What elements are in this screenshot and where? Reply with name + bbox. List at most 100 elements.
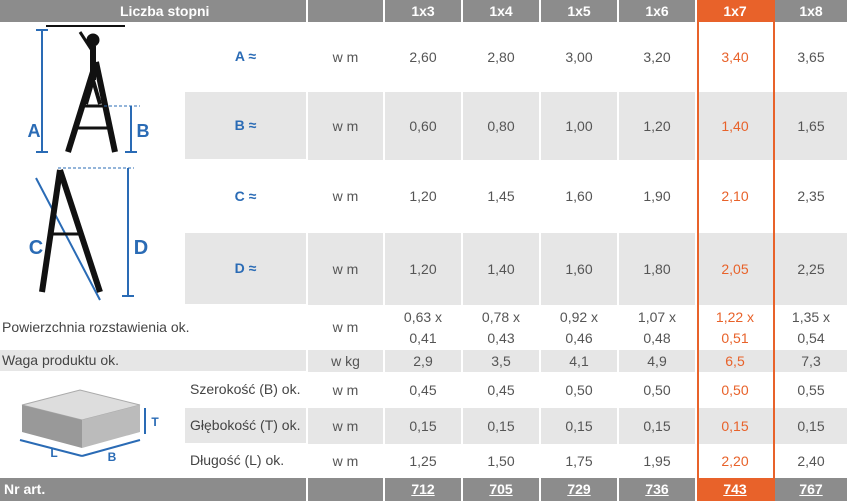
value-cell: 0,15 [463, 408, 541, 444]
row-label: Waga produktu ok. [0, 350, 308, 372]
row-label: B ≈ [185, 92, 308, 160]
figure-label: B [108, 450, 117, 464]
value-cell: 3,5 [463, 350, 541, 372]
value-cell: 0,50 [619, 372, 697, 408]
value-cell: 0,45 [385, 372, 463, 408]
value-cell: 0,15 [541, 408, 619, 444]
value-cell: 3,20 [619, 22, 697, 92]
value-cell: 0,15 [697, 408, 775, 444]
value-line: 0,54 [797, 329, 825, 346]
figure-label: C [29, 237, 43, 259]
value-cell: 0,55 [775, 372, 849, 408]
row-unit: w m [308, 160, 385, 233]
value-cell: 1,20 [385, 233, 463, 305]
row-unit: w kg [308, 350, 385, 372]
value-cell: 0,15 [619, 408, 697, 444]
value-line: 0,92 x [559, 308, 599, 325]
value-cell: 1,22 x 0,51 [697, 305, 775, 350]
value-cell: 3,40 [697, 22, 775, 92]
value-cell: 6,5 [697, 350, 775, 372]
value-cell: 1,40 [463, 233, 541, 305]
value-cell: 4,9 [619, 350, 697, 372]
value-cell: 1,65 [775, 92, 849, 160]
value-cell: 2,10 [697, 160, 775, 233]
row-label: C ≈ [185, 160, 308, 233]
value-cell: 0,92 x 0,46 [541, 305, 619, 350]
ladder-top [36, 25, 140, 153]
header-title: Liczba stopni [0, 0, 308, 22]
footer-value: 705 [463, 478, 541, 501]
value-cell: 2,60 [385, 22, 463, 92]
value-line: 0,43 [487, 329, 515, 346]
value-cell: 2,80 [463, 22, 541, 92]
value-cell: 1,90 [619, 160, 697, 233]
value-cell: 3,65 [775, 22, 849, 92]
row-label: Głębokość (T) ok. [185, 408, 308, 444]
value-line: 0,78 x [481, 308, 521, 325]
ladder-bottom [35, 167, 134, 301]
value-cell: 0,45 [463, 372, 541, 408]
footer-value: 729 [541, 478, 619, 501]
value-cell: 0,15 [775, 408, 849, 444]
box [19, 389, 146, 457]
figure-label: B [137, 121, 150, 141]
value-line: 1,22 x [715, 308, 755, 325]
value-cell: 4,1 [541, 350, 619, 372]
value-cell: 1,75 [541, 444, 619, 478]
value-cell: 2,35 [775, 160, 849, 233]
value-cell: 0,50 [697, 372, 775, 408]
value-line: 0,51 [721, 329, 749, 346]
row-unit: w m [308, 372, 385, 408]
value-cell: 1,80 [619, 233, 697, 305]
value-line: 1,35 x [791, 308, 831, 325]
value-cell: 2,9 [385, 350, 463, 372]
figure-label: T [151, 415, 159, 429]
value-cell: 1,40 [697, 92, 775, 160]
value-cell: 1,60 [541, 160, 619, 233]
row-label: D ≈ [185, 233, 308, 305]
value-cell: 1,95 [619, 444, 697, 478]
header-column: 1x3 [385, 0, 463, 22]
row-label: Szerokość (B) ok. [185, 372, 308, 408]
row-label: Długość (L) ok. [185, 444, 308, 478]
footer-cell [308, 478, 385, 501]
value-cell: 1,07 x 0,48 [619, 305, 697, 350]
row-label: A ≈ [185, 22, 308, 92]
value-cell: 0,78 x 0,43 [463, 305, 541, 350]
row-unit: w m [308, 233, 385, 305]
row-unit: w m [308, 92, 385, 160]
value-cell: 1,45 [463, 160, 541, 233]
value-cell: 0,80 [463, 92, 541, 160]
value-cell: 0,60 [385, 92, 463, 160]
value-cell: 2,05 [697, 233, 775, 305]
value-cell: 1,00 [541, 92, 619, 160]
value-line: 0,63 x [403, 308, 443, 325]
value-cell: 3,00 [541, 22, 619, 92]
row-unit: w m [308, 305, 385, 350]
row-unit: w m [308, 408, 385, 444]
row-unit: w m [308, 22, 385, 92]
value-line: 0,46 [565, 329, 593, 346]
value-cell: 1,25 [385, 444, 463, 478]
value-cell: 7,3 [775, 350, 849, 372]
value-cell: 2,40 [775, 444, 849, 478]
figure-label: D [134, 237, 148, 259]
value-cell: 2,25 [775, 233, 849, 305]
footer-value: 712 [385, 478, 463, 501]
header-column: 1x8 [775, 0, 849, 22]
footer-value: 736 [619, 478, 697, 501]
value-cell: 1,35 x 0,54 [775, 305, 849, 350]
figures: A B C D T L B [19, 25, 159, 464]
figure-label: A [28, 121, 41, 141]
value-cell: 1,60 [541, 233, 619, 305]
value-line: 0,41 [409, 329, 437, 346]
value-cell: 2,20 [697, 444, 775, 478]
header-column: 1x5 [541, 0, 619, 22]
row-label: Powierzchnia rozstawienia ok. [0, 305, 308, 350]
header-cell [308, 0, 385, 22]
row-unit: w m [308, 444, 385, 478]
value-cell: 0,63 x 0,41 [385, 305, 463, 350]
header-column: 1x6 [619, 0, 697, 22]
header-column: 1x7 [697, 0, 775, 22]
